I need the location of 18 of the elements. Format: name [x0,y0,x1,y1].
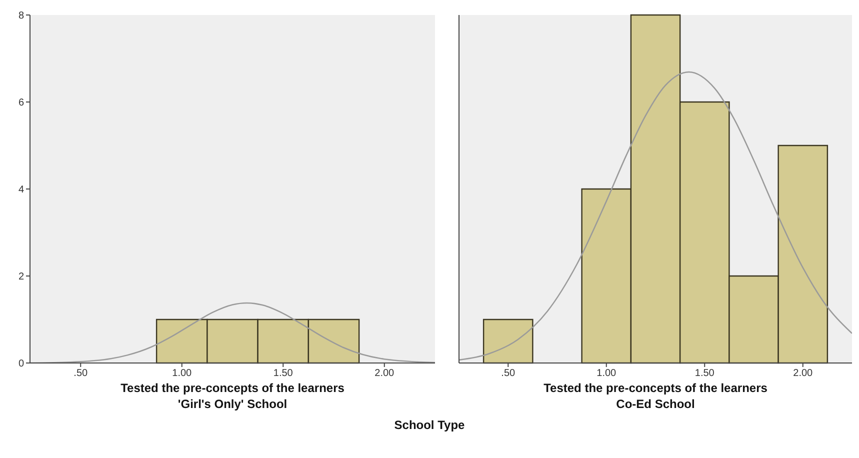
x-axis-title: Tested the pre-concepts of the learners [542,380,768,396]
x-tick-label: .50 [74,368,88,380]
x-axis-title: Tested the pre-concepts of the learners [120,380,346,396]
x-tick-label: .50 [501,368,516,380]
y-tick-label: 4 [18,184,24,196]
y-tick-label: 6 [18,98,24,109]
text: School Type [394,418,465,432]
x-tick-label: 2.00 [793,368,814,380]
x-tick-label: 1.00 [172,368,192,380]
x-tick-label: 1.00 [596,368,617,380]
y-tick-label: 8 [18,10,24,22]
y-tick-label: 2 [18,272,24,283]
x-tick-label: 1.50 [273,368,294,380]
y-tick-label: 0 [18,358,24,370]
x-tick-label: 2.00 [374,368,395,380]
x-tick-label: 1.50 [694,368,715,380]
text: Co-Ed School [615,396,696,412]
text: 'Girl's Only' School [176,396,288,412]
